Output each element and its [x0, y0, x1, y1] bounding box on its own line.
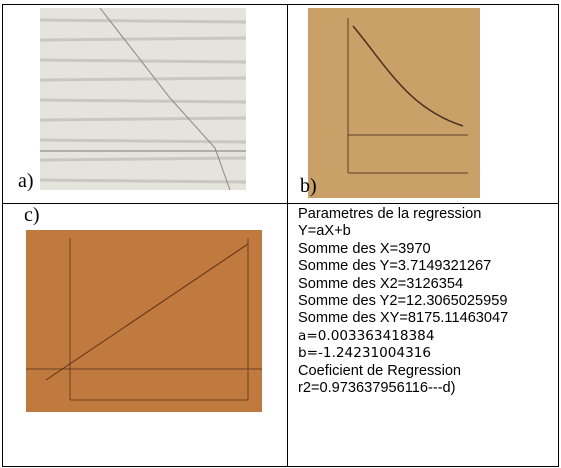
table-border	[2, 4, 559, 467]
text-line: Parametres de la regression	[298, 206, 482, 222]
text-line: Somme des X=3970	[298, 240, 431, 257]
text-line: Somme des XY=8175.11463047	[298, 310, 509, 327]
text-line: Somme des Y=3.7149321267	[298, 258, 492, 275]
regression-text: Parametres de la regression Y=aX+b Somme d…	[298, 206, 554, 397]
text-line: Coeficient de Regression	[298, 362, 462, 379]
row-divider	[2, 203, 559, 204]
text-line: r2=0.973637956116---d)	[298, 380, 456, 397]
panel-label: b)	[300, 175, 317, 197]
image-a	[40, 8, 246, 190]
text-line: Somme des X2=3126354	[298, 275, 464, 292]
column-divider	[287, 4, 288, 467]
panel-label: c)	[24, 204, 40, 226]
text-line: Y=aX+b	[298, 223, 351, 240]
image-b	[308, 8, 480, 198]
image-c	[26, 230, 262, 412]
text-line: b=-1.24231004316	[298, 345, 432, 362]
panel-label: a)	[18, 170, 34, 192]
text-line: a=0.003363418384	[298, 327, 435, 344]
text-line: Somme des Y2=12.3065025959	[298, 293, 508, 310]
